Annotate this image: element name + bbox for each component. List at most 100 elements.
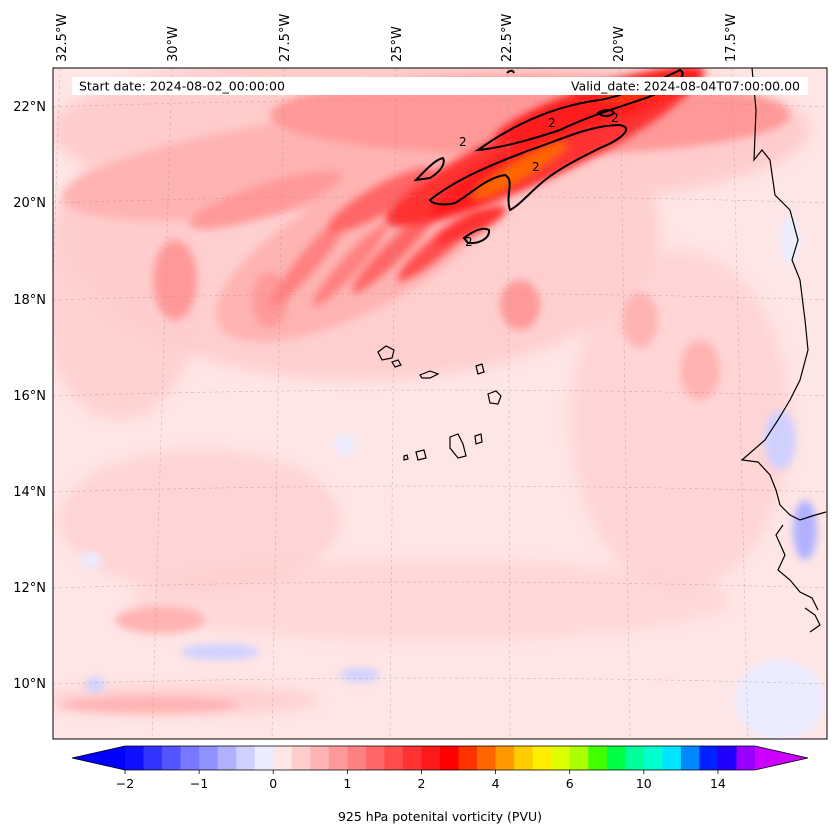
lat-tick-labels: 22°N 20°N 18°N 16°N 14°N 12°N 10°N xyxy=(13,100,46,692)
colorbar-bin-31 xyxy=(699,746,719,770)
gridlines xyxy=(53,68,827,739)
pv-filament-5 xyxy=(188,170,342,230)
colorbar-bin-25 xyxy=(588,746,608,770)
island-boa-vista xyxy=(487,390,502,405)
island-fogo xyxy=(415,449,427,461)
contour-top-edge xyxy=(506,69,515,74)
pv-neg-southeast xyxy=(735,660,825,739)
colorbar-bin-6 xyxy=(236,746,256,770)
island-sao-vicente xyxy=(391,359,402,368)
start-date-label: Start date: 2024-08-02_00:00:00 xyxy=(79,79,285,94)
coastlines xyxy=(377,68,827,633)
pv-neg-south-1 xyxy=(180,644,260,660)
lat-tick-16n: 16°N xyxy=(13,389,46,404)
contour-labels: 2 2 2 2 2 xyxy=(459,111,619,249)
colorbar-extend-low xyxy=(72,746,125,770)
colorbar-bin-3 xyxy=(180,746,200,770)
contour-small-2 xyxy=(413,156,445,182)
colorbar-tick-label-2: 0 xyxy=(269,776,277,791)
colorbar-bin-30 xyxy=(680,746,700,770)
lat-tick-18n: 18°N xyxy=(13,293,46,308)
colorbar-tick-label-7: 10 xyxy=(636,776,652,791)
colorbar-bin-11 xyxy=(328,746,348,770)
valid-date-label: Valid_date: 2024-08-04T07:00:00.00 xyxy=(571,79,800,94)
pv-blob-2 xyxy=(500,280,540,330)
island-santo-antao xyxy=(377,345,395,361)
contour-label-4: 2 xyxy=(611,111,619,125)
gridline-lat-22 xyxy=(53,99,827,108)
pv-area-south xyxy=(130,560,730,640)
date-header: Start date: 2024-08-02_00:00:00 Valid_da… xyxy=(72,77,808,95)
pv-core-max xyxy=(472,141,568,199)
colorbar-bin-10 xyxy=(310,746,330,770)
island-sao-nicolau xyxy=(419,370,440,379)
pv-filament-1 xyxy=(270,213,350,307)
pv-filament-2 xyxy=(312,223,388,307)
pv-neg-northeast xyxy=(780,215,800,265)
pv-field-shading xyxy=(53,68,825,739)
pv-area-southwest xyxy=(60,450,340,590)
colorbar-bin-9 xyxy=(291,746,311,770)
pv-filament-6 xyxy=(433,205,507,245)
date-header-box xyxy=(72,77,808,95)
colorbar-bin-4 xyxy=(199,746,219,770)
colorbar-tick-label-8: 14 xyxy=(710,776,726,791)
colorbar-tick-label-5: 4 xyxy=(492,776,500,791)
pv-blob-west xyxy=(153,240,197,320)
pv-neg-east-2 xyxy=(793,500,817,560)
gridline-lon-27.5 xyxy=(271,68,285,739)
colorbar-bin-17 xyxy=(440,746,459,770)
colorbar-tick-label-1: −1 xyxy=(190,776,208,791)
pv-neg-south-2 xyxy=(340,668,380,682)
contour-label-1: 2 xyxy=(548,116,556,130)
pv-area-east xyxy=(570,250,790,590)
lat-tick-22n: 22°N xyxy=(13,100,46,115)
gridline-lat-12 xyxy=(53,581,827,589)
colorbar-bin-7 xyxy=(254,746,274,770)
gridline-lat-20 xyxy=(53,196,827,204)
pv-strip-south xyxy=(60,697,240,713)
plot-frame xyxy=(52,67,828,740)
colorbar-bin-1 xyxy=(143,746,163,770)
pv-neg-center xyxy=(335,433,355,457)
lon-tick-27-5w: 27.5°W xyxy=(278,14,293,62)
gridline-lat-14 xyxy=(53,485,827,493)
colorbar-tick-label-6: 6 xyxy=(566,776,574,791)
colorbar-extend-high xyxy=(755,746,808,770)
island-maio xyxy=(474,433,483,445)
gridline-lat-10 xyxy=(53,677,827,685)
lon-tick-20w: 20°W xyxy=(612,26,627,62)
colorbar-bin-18 xyxy=(458,746,478,770)
gridline-lon-17.5 xyxy=(731,68,749,739)
lon-tick-17-5w: 17.5°W xyxy=(724,14,739,62)
lat-tick-10n: 10°N xyxy=(13,677,46,692)
africa-coastline xyxy=(740,68,827,633)
colorbar-bin-22 xyxy=(532,746,552,770)
colorbar-label: 925 hPa potenital vorticity (PVU) xyxy=(338,809,542,824)
pv-neg-southwest xyxy=(85,677,105,693)
contour-small-1 xyxy=(462,227,491,245)
pv-blob-3 xyxy=(115,606,205,634)
gridline-lon-20 xyxy=(619,68,631,739)
colorbar-bin-28 xyxy=(643,746,663,770)
colorbar-bin-26 xyxy=(606,746,626,770)
colorbar-tick-label-0: −2 xyxy=(116,776,134,791)
gridline-lon-22.5 xyxy=(507,68,511,739)
contour-label-2: 2 xyxy=(532,160,540,174)
colorbar-bin-12 xyxy=(347,746,367,770)
gridline-lat-16 xyxy=(53,389,827,397)
lon-tick-labels: 32.5°W 30°W 27.5°W 25°W 22.5°W 20°W 17.5… xyxy=(55,14,739,62)
pv-neg-west xyxy=(78,552,102,568)
lat-tick-12n: 12°N xyxy=(13,581,46,596)
lat-tick-20n: 20°N xyxy=(13,196,46,211)
colorbar-bin-29 xyxy=(662,746,682,770)
gridline-lon-30 xyxy=(151,68,173,739)
colorbar-bin-8 xyxy=(273,746,293,770)
lon-tick-22-5w: 22.5°W xyxy=(500,14,515,62)
gridline-lon-25 xyxy=(389,68,397,739)
lat-tick-14n: 14°N xyxy=(13,485,46,500)
colorbar-tick-label-3: 1 xyxy=(343,776,351,791)
colorbar-bin-0 xyxy=(125,746,144,770)
colorbar-bin-33 xyxy=(736,746,756,770)
